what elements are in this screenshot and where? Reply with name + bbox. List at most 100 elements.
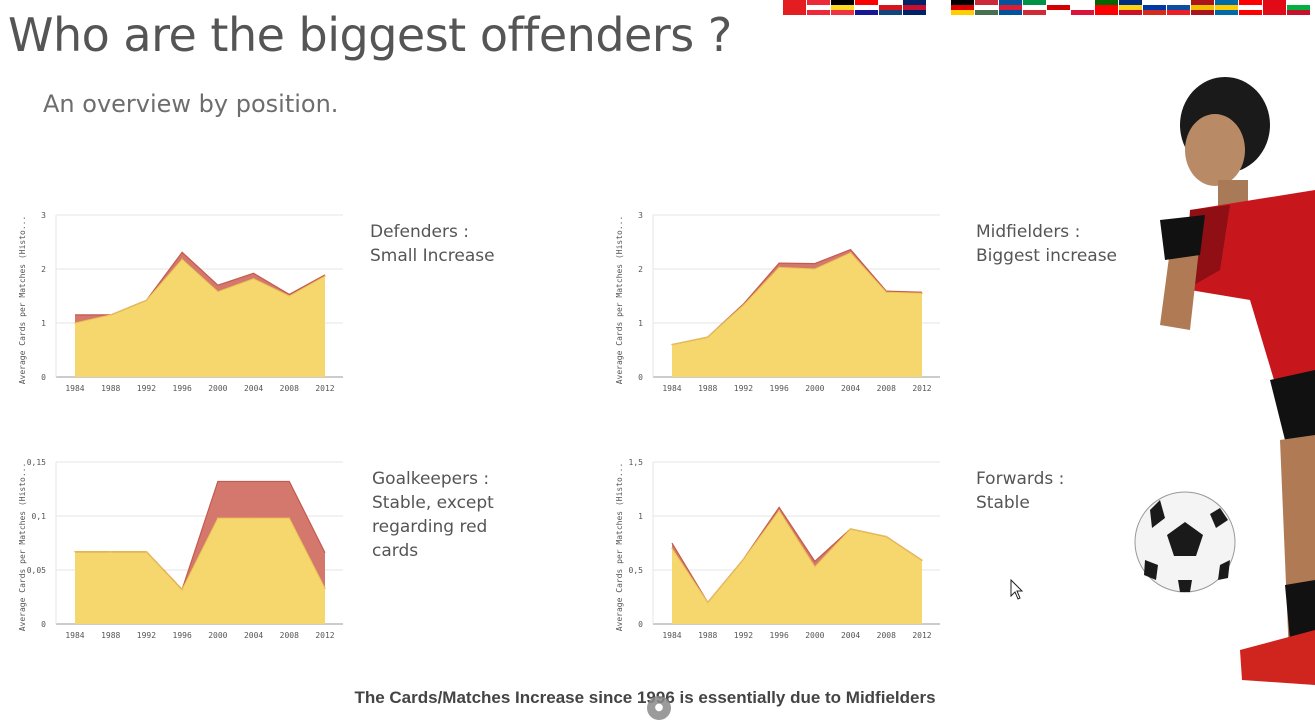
flag-icon <box>951 0 974 15</box>
flag-icon <box>1167 0 1190 15</box>
chart-forwards-description: Forwards : Stable <box>976 467 1064 515</box>
x-tick-label: 2008 <box>280 631 299 640</box>
football-player-image <box>1130 40 1315 694</box>
x-tick-label: 2004 <box>841 384 860 393</box>
data-point <box>74 550 76 553</box>
x-tick-label: 2000 <box>805 384 824 393</box>
data-point <box>181 588 183 591</box>
x-tick-label: 1996 <box>173 631 192 640</box>
x-tick-label: 2012 <box>315 631 334 640</box>
x-tick-label: 2000 <box>208 631 227 640</box>
data-point <box>885 291 888 294</box>
y-tick-label: 3 <box>638 211 643 220</box>
chart-goalkeepers-svg: 0 0,05 0,1 0,15 1984 1988 1992 1996 2000 2004 2008… <box>18 458 343 640</box>
data-point <box>671 547 673 550</box>
flag-icon <box>1239 0 1262 15</box>
data-point <box>288 295 291 297</box>
data-point <box>706 336 709 338</box>
data-point <box>814 268 816 270</box>
data-point <box>921 292 923 295</box>
scroll-handle-icon[interactable]: ● <box>647 696 671 720</box>
area-series-base <box>672 252 922 377</box>
description-line: Stable, except <box>372 493 494 513</box>
description-line: regarding red <box>372 517 488 537</box>
y-axis-label: Average Cards per Matches (Histo... <box>615 463 624 632</box>
data-point <box>885 535 888 538</box>
series-line-base <box>671 509 923 604</box>
area-series-base <box>75 259 325 377</box>
data-point <box>849 252 852 254</box>
flag-icon <box>1143 0 1166 15</box>
chart-defenders-svg: 0 1 2 3 1984 1988 1992 1996 2000 2004 2008 2012 Aver… <box>18 211 343 393</box>
page-subtitle: An overview by position. <box>43 90 339 118</box>
data-point <box>217 517 219 519</box>
data-point <box>921 559 923 562</box>
chart-goalkeepers-description: Goalkeepers : Stable, except regarding r… <box>372 467 494 563</box>
data-point <box>74 322 76 324</box>
data-point <box>324 275 326 277</box>
flag-icon <box>1263 0 1286 15</box>
x-tick-label: 2000 <box>805 631 824 640</box>
data-point <box>288 517 291 519</box>
area-series-base <box>75 518 325 624</box>
flag-icon <box>975 0 998 15</box>
y-tick-label: 1 <box>41 319 46 328</box>
flag-icon <box>1071 0 1094 15</box>
flag-icon <box>855 0 878 15</box>
chart-forwards[interactable]: 0 0,5 1 1,5 1984 1988 1992 1996 2000 2004 2008 2012… <box>597 452 947 647</box>
data-point <box>706 601 709 604</box>
y-tick-label: 0,1 <box>32 512 47 521</box>
series-line-base <box>74 258 326 324</box>
chart-midfielders[interactable]: 0 1 2 3 1984 1988 1992 1996 2000 2004 2008 2012 Aver… <box>597 205 947 400</box>
x-tick-label: 1984 <box>65 631 84 640</box>
x-tick-label: 2012 <box>912 384 931 393</box>
flag-icon <box>927 0 950 15</box>
x-tick-label: 1992 <box>734 384 753 393</box>
x-tick-label: 2000 <box>208 384 227 393</box>
data-point <box>742 304 745 306</box>
y-tick-label: 0 <box>41 373 46 382</box>
flag-icon <box>1023 0 1046 15</box>
x-tick-label: 1992 <box>137 631 156 640</box>
x-tick-label: 1988 <box>698 384 717 393</box>
flag-icon <box>903 0 926 15</box>
x-tick-label: 2012 <box>315 384 334 393</box>
y-axis-label: Average Cards per Matches (Histo... <box>18 463 27 632</box>
description-line: Small Increase <box>370 246 495 266</box>
y-tick-label: 2 <box>41 265 46 274</box>
data-point <box>109 550 112 553</box>
data-point <box>109 314 112 316</box>
x-tick-label: 1992 <box>734 631 753 640</box>
flag-icon <box>831 0 854 15</box>
flag-icon <box>783 0 806 15</box>
description-line: Goalkeepers : <box>372 469 490 489</box>
x-tick-label: 2004 <box>841 631 860 640</box>
x-tick-label: 1996 <box>770 631 789 640</box>
data-point <box>252 277 255 280</box>
x-tick-label: 2004 <box>244 384 263 393</box>
flag-icon <box>1287 0 1310 15</box>
flag-icon <box>999 0 1022 15</box>
chart-defenders[interactable]: 0 1 2 3 1984 1988 1992 1996 2000 2004 2008 2012 Aver… <box>0 205 350 400</box>
series-line-base <box>671 252 923 346</box>
flag-icon <box>1191 0 1214 15</box>
description-line: Midfielders : <box>976 222 1081 242</box>
x-tick-label: 2008 <box>877 631 896 640</box>
series-line-base <box>75 517 326 591</box>
y-tick-label: 0 <box>41 620 46 629</box>
data-point <box>145 299 148 302</box>
chart-goalkeepers[interactable]: 0 0,05 0,1 0,15 1984 1988 1992 1996 2000 2004 2008… <box>0 452 350 647</box>
y-tick-label: 3 <box>41 211 46 220</box>
description-line: Forwards : <box>976 469 1065 489</box>
y-tick-label: 0,15 <box>27 458 46 467</box>
chart-midfielders-svg: 0 1 2 3 1984 1988 1992 1996 2000 2004 2008 2012 Aver… <box>615 211 940 393</box>
mouse-cursor-icon <box>1010 578 1024 605</box>
area-series-base <box>672 510 922 624</box>
y-axis-label: Average Cards per Matches (Histo... <box>18 216 27 385</box>
flag-icon <box>807 0 830 15</box>
flag-banner <box>783 0 1311 16</box>
data-point <box>324 587 326 590</box>
x-tick-label: 1992 <box>137 384 156 393</box>
x-tick-label: 2004 <box>244 631 263 640</box>
x-tick-label: 1984 <box>662 384 681 393</box>
